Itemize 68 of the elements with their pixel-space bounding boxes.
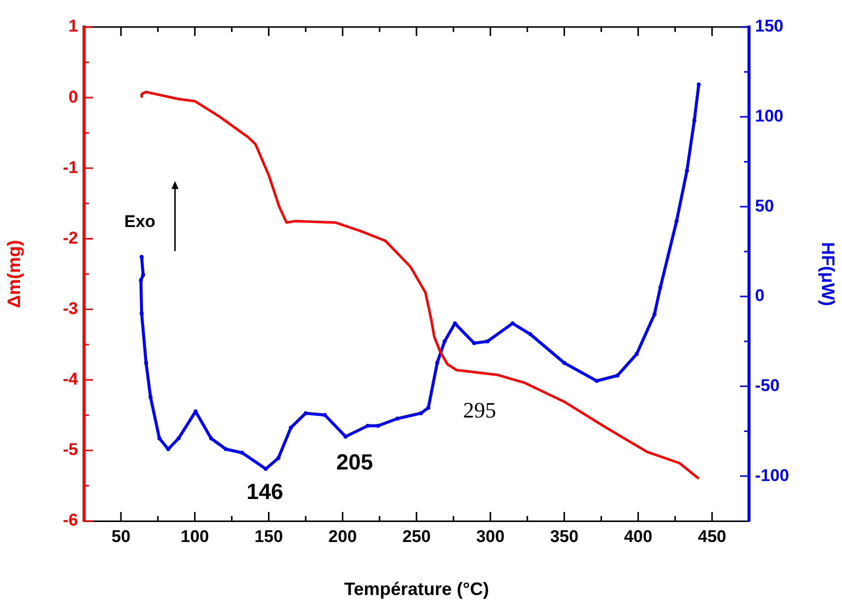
point — [140, 312, 144, 316]
point — [141, 272, 146, 277]
point — [426, 406, 430, 410]
y-tick-label: -2 — [62, 228, 78, 248]
y-tick-label: 0 — [68, 87, 78, 106]
point — [322, 413, 327, 418]
point — [304, 411, 308, 416]
point — [176, 436, 181, 440]
y-tick-label: 1 — [68, 16, 78, 36]
point — [418, 411, 423, 416]
point — [442, 339, 447, 344]
y-tick-label: -5 — [62, 440, 78, 460]
point — [144, 360, 148, 365]
annotation: 205 — [336, 449, 374, 474]
point — [344, 434, 348, 439]
x-tick-label: 400 — [624, 526, 652, 546]
x-tick-label: 350 — [550, 526, 578, 546]
point — [615, 373, 620, 378]
point — [140, 254, 144, 259]
y2-tick-label: 0 — [755, 286, 764, 306]
point — [594, 378, 599, 383]
point — [224, 447, 228, 452]
x-tick-label: 200 — [328, 526, 357, 546]
y2-tick-label: 50 — [755, 196, 774, 216]
y-tick-label: -6 — [62, 510, 78, 530]
y-tick-label: -1 — [62, 158, 78, 177]
point — [528, 332, 532, 336]
point — [684, 168, 689, 173]
annotation: 295 — [463, 398, 496, 423]
y2-tick-label: -100 — [755, 466, 790, 485]
x-tick-label: 150 — [254, 526, 283, 546]
point — [674, 219, 679, 224]
point — [472, 341, 476, 346]
point — [435, 360, 440, 365]
y-tick-label: -4 — [62, 370, 79, 389]
x-tick-label: 100 — [180, 526, 210, 546]
y2-axis-title: HF(μW) — [818, 242, 838, 306]
x-axis-title: Température (°C) — [344, 579, 489, 600]
y2-tick-label: 100 — [755, 106, 784, 126]
point — [288, 426, 293, 430]
x-tick-label: 50 — [111, 526, 130, 546]
y-axis-title: Δm(mg) — [4, 240, 24, 308]
y2-tick-label: 150 — [755, 16, 784, 36]
point — [562, 360, 566, 365]
annotation: Exo — [124, 212, 156, 231]
point — [240, 450, 244, 455]
point — [510, 321, 515, 326]
point — [264, 466, 268, 471]
point — [485, 339, 490, 344]
point — [148, 395, 152, 400]
annotation: 146 — [246, 478, 284, 504]
point — [652, 312, 656, 316]
point — [658, 285, 662, 290]
point — [696, 82, 701, 86]
x-tick-label: 250 — [402, 526, 431, 546]
point — [634, 352, 639, 356]
point — [276, 456, 280, 460]
y-tick-label: -3 — [62, 298, 78, 318]
x-tick-label: 300 — [476, 526, 505, 546]
point — [209, 436, 214, 440]
x-tick-label: 450 — [698, 526, 726, 546]
point — [692, 118, 696, 122]
point — [366, 424, 370, 428]
point — [138, 278, 143, 282]
point — [376, 424, 380, 428]
y2-tick-label: -50 — [755, 376, 780, 395]
point — [395, 416, 400, 421]
point — [157, 436, 162, 440]
